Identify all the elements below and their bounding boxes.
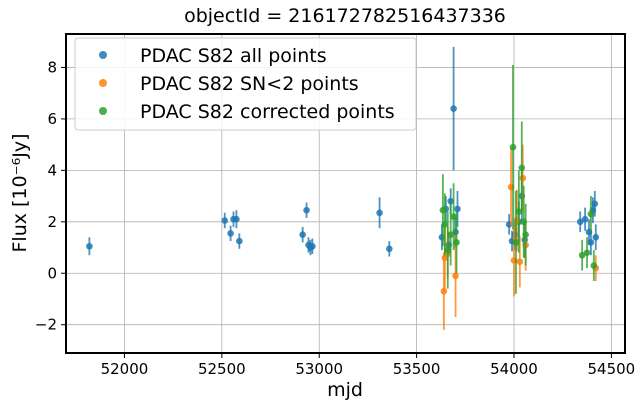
data-point — [86, 242, 93, 250]
data-point — [453, 239, 460, 246]
data-point — [221, 217, 229, 224]
y-tick-label: 8 — [47, 58, 57, 76]
x-axis-label: mjd — [327, 379, 363, 401]
series-3 — [439, 64, 598, 294]
y-tick-label: 4 — [47, 161, 57, 179]
data-point — [309, 242, 316, 250]
data-point — [452, 272, 459, 280]
legend-marker — [99, 51, 107, 59]
legend-box — [74, 37, 417, 131]
data-layer — [86, 46, 600, 330]
data-point — [303, 206, 310, 214]
data-point — [447, 231, 454, 238]
data-point — [578, 251, 586, 259]
y-axis-label: Flux [10⁻⁶Jy] — [9, 133, 31, 252]
data-point — [447, 197, 454, 205]
data-point — [583, 249, 591, 256]
data-point — [509, 143, 517, 151]
data-point — [515, 208, 523, 215]
data-point — [299, 231, 306, 238]
data-point — [440, 287, 448, 295]
data-point — [590, 262, 598, 269]
data-point — [454, 205, 461, 213]
x-tick-label: 54000 — [490, 360, 538, 378]
data-point — [450, 213, 457, 220]
data-point — [450, 105, 457, 112]
y-tick-label: 2 — [47, 213, 57, 231]
y-tick-label: 6 — [47, 110, 57, 128]
data-point — [522, 231, 529, 238]
legend-label: PDAC S82 all points — [140, 45, 327, 67]
data-point — [444, 246, 452, 254]
data-point — [587, 210, 595, 218]
data-point — [518, 164, 526, 172]
data-point — [441, 254, 449, 262]
x-tick-label: 52500 — [198, 360, 246, 378]
legend-label: PDAC S82 SN<2 points — [140, 73, 359, 95]
x-tick-label: 53000 — [295, 360, 343, 378]
data-point — [376, 209, 383, 217]
data-point — [512, 239, 520, 246]
chart-title: objectId = 216172782516437336 — [184, 5, 506, 27]
legend: PDAC S82 all points PDAC S82 SN<2 points P… — [74, 37, 417, 131]
data-point — [587, 239, 595, 246]
ticks: 52000 52500 53000 53500 54000 54500 −2 0 2 4 6 8 — [35, 58, 635, 378]
data-point — [227, 230, 234, 237]
data-point — [581, 215, 589, 223]
data-point — [233, 215, 240, 223]
series-2 — [440, 144, 600, 330]
x-tick-label: 54500 — [588, 360, 636, 378]
data-point — [441, 221, 449, 228]
data-point — [592, 233, 600, 241]
x-tick-label: 53500 — [393, 360, 441, 378]
data-point — [236, 237, 243, 245]
data-point — [576, 218, 584, 226]
legend-marker — [99, 107, 107, 115]
legend-label: PDAC S82 corrected points — [140, 101, 395, 123]
data-point — [519, 174, 527, 182]
data-point — [386, 245, 393, 253]
y-tick-label: 0 — [47, 264, 57, 282]
y-tick-label: −2 — [35, 316, 57, 334]
plot-frame — [65, 33, 626, 354]
data-point — [516, 258, 524, 265]
data-point — [591, 200, 599, 208]
x-tick-label: 52000 — [101, 360, 149, 378]
legend-marker — [99, 79, 107, 87]
